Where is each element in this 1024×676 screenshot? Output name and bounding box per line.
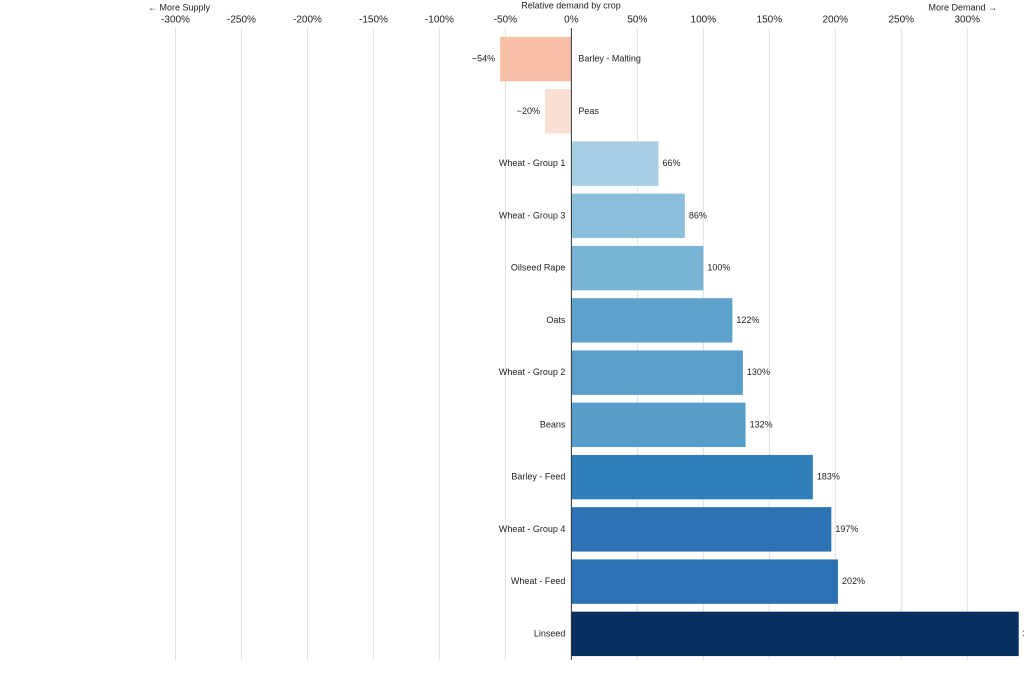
left-note: ← More Supply — [148, 2, 211, 12]
category-label: Wheat - Group 2 — [499, 367, 566, 377]
category-label: Wheat - Feed — [511, 576, 566, 586]
value-label: 130% — [747, 367, 770, 377]
bar — [571, 245, 704, 291]
category-label: Oilseed Rape — [511, 263, 566, 273]
x-tick-label: -250% — [227, 15, 256, 26]
category-label: Wheat - Group 1 — [499, 158, 566, 168]
bar — [500, 36, 572, 82]
x-tick-label: -200% — [293, 15, 322, 26]
bar — [571, 193, 685, 239]
bar — [544, 89, 572, 134]
right-note: More Demand → — [928, 2, 997, 12]
value-label: −54% — [472, 54, 495, 64]
bar — [571, 350, 743, 395]
x-tick-label: 300% — [954, 15, 980, 26]
value-label: 339% — [1023, 628, 1024, 638]
category-label: Wheat - Group 3 — [499, 210, 566, 220]
bar — [571, 141, 659, 186]
bar — [571, 402, 746, 448]
x-tick-label: -50% — [494, 15, 517, 26]
x-tick-label: 100% — [691, 15, 717, 26]
category-label: Peas — [578, 106, 599, 116]
value-label: 66% — [662, 158, 680, 168]
x-tick-label: -100% — [425, 15, 454, 26]
value-label: 202% — [842, 576, 865, 586]
bar — [571, 507, 832, 552]
category-label: Linseed — [534, 628, 566, 638]
chart-title: Relative demand by crop — [521, 0, 621, 10]
value-label: 132% — [750, 419, 773, 429]
x-tick-label: 0% — [564, 15, 579, 26]
category-label: Oats — [546, 315, 566, 325]
value-label: 100% — [707, 263, 730, 273]
category-label: Beans — [540, 419, 566, 429]
bar — [571, 298, 733, 343]
bar — [571, 559, 838, 604]
category-label: Wheat - Group 4 — [499, 524, 566, 534]
value-label: 86% — [689, 210, 707, 220]
value-label: 122% — [736, 315, 759, 325]
value-label: −20% — [517, 106, 540, 116]
category-label: Barley - Malting — [578, 54, 641, 64]
bar — [571, 611, 1019, 657]
x-tick-label: 250% — [888, 15, 914, 26]
category-label: Barley - Feed — [511, 472, 565, 482]
bar — [571, 454, 813, 500]
value-label: 197% — [835, 524, 858, 534]
x-tick-label: 50% — [627, 15, 647, 26]
x-tick-label: -300% — [161, 15, 190, 26]
x-tick-label: -150% — [359, 15, 388, 26]
x-tick-label: 150% — [757, 15, 783, 26]
x-tick-label: 200% — [823, 15, 849, 26]
value-label: 183% — [817, 472, 840, 482]
